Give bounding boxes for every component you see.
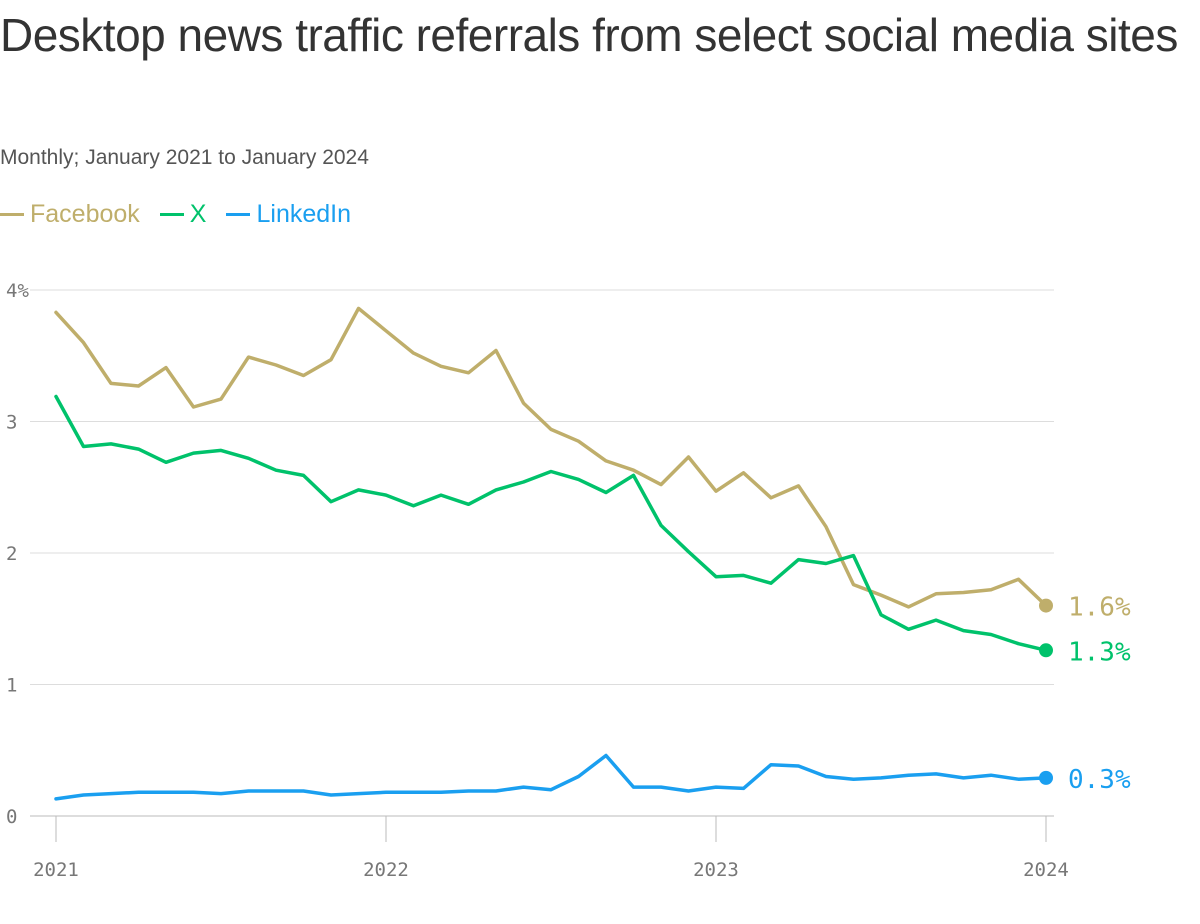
x-tick-label: 2022 — [363, 859, 409, 881]
series-lines — [54, 306, 1053, 801]
y-tick-label: 0 — [6, 806, 17, 828]
legend-swatch-linkedin — [226, 213, 251, 216]
end-point-x — [1039, 643, 1053, 658]
legend-item-facebook: Facebook — [0, 200, 140, 229]
gridlines — [30, 289, 1054, 817]
y-tick-label: 4% — [6, 280, 29, 302]
y-tick-label: 1 — [6, 675, 17, 697]
end-labels: 1.6% 1.3% 0.3% — [1068, 593, 1131, 795]
end-point-facebook — [1039, 598, 1053, 613]
legend-label-linkedin: LinkedIn — [256, 200, 352, 228]
chart-subtitle: Monthly; January 2021 to January 2024 — [0, 146, 369, 169]
legend-swatch-x — [159, 213, 184, 216]
x-tick-label: 2024 — [1023, 859, 1069, 881]
end-label-facebook: 1.6% — [1068, 593, 1131, 623]
end-label-x: 1.3% — [1068, 637, 1131, 667]
legend-label-x: X — [189, 200, 207, 228]
series-line-facebook — [54, 306, 1048, 609]
legend-item-x: X — [159, 200, 207, 229]
legend-item-linkedin: LinkedIn — [226, 200, 351, 229]
series-line-linkedin — [54, 753, 1048, 801]
x-tick-label: 2023 — [693, 859, 739, 881]
legend: Facebook X LinkedIn — [0, 200, 371, 229]
end-point-linkedin — [1039, 770, 1053, 785]
legend-label-facebook: Facebook — [30, 200, 140, 228]
chart-title: Desktop news traffic referrals from sele… — [0, 9, 1178, 61]
series-line-x — [54, 394, 1048, 653]
axes: 0 1 2 3 4% 2021 2022 2023 2024 — [6, 280, 1069, 881]
legend-swatch-facebook — [0, 213, 24, 216]
end-label-linkedin: 0.3% — [1068, 765, 1131, 795]
y-tick-label: 2 — [6, 543, 17, 565]
x-tick-label: 2021 — [33, 859, 79, 881]
y-tick-label: 3 — [6, 412, 17, 434]
